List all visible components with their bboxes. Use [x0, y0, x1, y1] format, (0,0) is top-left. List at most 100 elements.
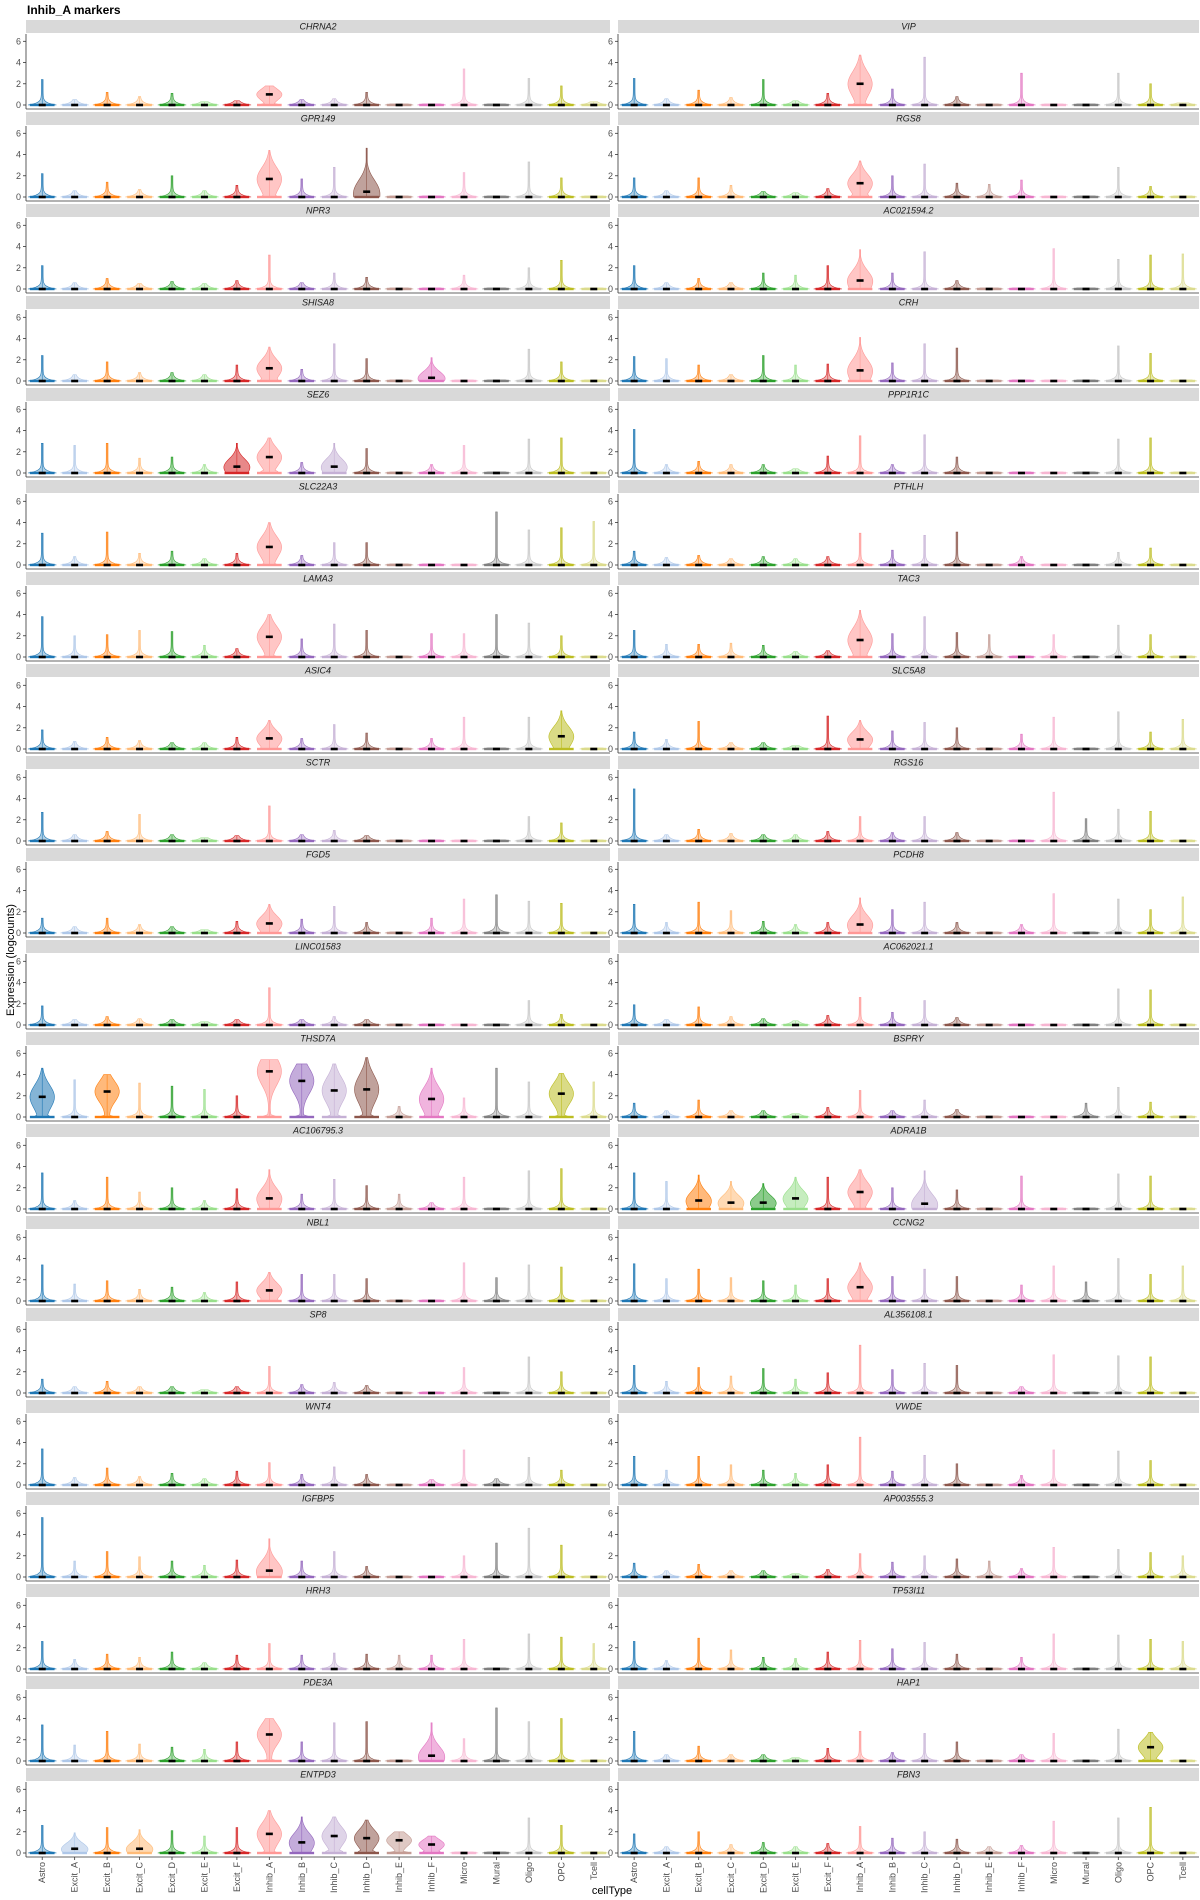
- violin-excit_f: [813, 556, 843, 567]
- violin-excit_b: [92, 361, 122, 383]
- violin-inhib_b: [287, 638, 317, 659]
- facet-strip: [618, 940, 1199, 953]
- median-marker: [630, 1575, 638, 1579]
- median-marker: [363, 190, 371, 193]
- y-tick-label: 0: [608, 1572, 613, 1582]
- median-marker: [1179, 1391, 1187, 1395]
- median-marker: [953, 103, 961, 107]
- violin-excit_d: [748, 921, 778, 935]
- y-tick-label: 4: [608, 58, 613, 68]
- facet-strip: [26, 1032, 610, 1045]
- median-marker: [985, 195, 993, 199]
- violin-excit_d: [748, 1842, 778, 1855]
- median-marker: [136, 1759, 144, 1763]
- median-marker: [71, 103, 79, 107]
- median-marker: [695, 379, 703, 383]
- violin-micro: [1039, 1354, 1069, 1395]
- violin-tcell: [1168, 718, 1198, 751]
- median-marker: [363, 563, 371, 567]
- facet-strip: [26, 756, 610, 769]
- median-marker: [985, 1667, 993, 1671]
- median-marker: [428, 563, 436, 567]
- median-marker: [1147, 471, 1155, 475]
- y-tick-label: 6: [608, 128, 613, 138]
- median-marker: [265, 1070, 273, 1073]
- median-marker: [662, 379, 670, 383]
- median-marker: [856, 181, 864, 185]
- violin-oligo: [514, 1170, 544, 1211]
- median-marker: [824, 1391, 832, 1395]
- median-marker: [200, 1391, 208, 1395]
- median-marker: [525, 1299, 533, 1303]
- violin-excit_f: [222, 1654, 252, 1671]
- violin-opc: [1136, 1101, 1165, 1119]
- violin-inhib_f: [417, 738, 446, 751]
- violin-excit_b: [684, 1268, 713, 1303]
- violin-opc: [546, 1544, 576, 1579]
- median-marker: [1082, 931, 1090, 935]
- violin-inhib_d: [352, 448, 381, 475]
- violin-inhib_e: [384, 1299, 414, 1303]
- violin-opc: [1136, 634, 1165, 659]
- violin-opc: [546, 902, 576, 935]
- median-marker: [590, 1023, 598, 1027]
- violin-inhib_f: [417, 563, 446, 567]
- y-tick-label: 2: [608, 1643, 613, 1653]
- median-marker: [888, 931, 896, 935]
- violin-inhib_c: [910, 1454, 939, 1487]
- median-marker: [395, 931, 403, 935]
- violin-excit_b: [684, 89, 713, 107]
- y-tick-label: 2: [16, 1459, 21, 1469]
- violin-inhib_e: [974, 471, 1004, 475]
- median-marker: [727, 1201, 735, 1204]
- violin-inhib_b: [878, 633, 907, 659]
- violin-inhib_c: [910, 722, 939, 751]
- violin-inhib_e: [384, 1575, 414, 1579]
- zero-band: [321, 471, 347, 475]
- median-marker: [395, 1575, 403, 1579]
- violin-inhib_f: [418, 1722, 446, 1763]
- median-marker: [759, 1483, 767, 1487]
- violin-mural: [1071, 195, 1101, 199]
- y-tick-label: 0: [608, 1112, 613, 1122]
- violin-astro: [27, 1172, 57, 1211]
- median-marker: [363, 747, 371, 751]
- violin-excit_d: [748, 556, 778, 567]
- violin-oligo: [514, 1527, 544, 1579]
- median-marker: [590, 931, 598, 935]
- median-marker: [233, 1207, 241, 1211]
- median-marker: [590, 1115, 598, 1119]
- facet-strip-label: VWDE: [895, 1402, 923, 1412]
- violin-mural: [482, 1391, 511, 1395]
- median-marker: [985, 1391, 993, 1395]
- median-marker: [168, 1759, 176, 1763]
- facet-strip: [26, 1676, 610, 1689]
- facet-strip: [618, 296, 1199, 309]
- median-marker: [953, 1391, 961, 1395]
- violin-tcell: [579, 1081, 609, 1119]
- violin-astro: [27, 1378, 57, 1395]
- violin-tcell: [579, 655, 609, 659]
- median-marker: [1114, 1391, 1122, 1395]
- violin-excit_c: [716, 185, 746, 199]
- facet-strip-label: GPR149: [301, 114, 336, 124]
- violin-inhib_e: [384, 1759, 414, 1763]
- violin-excit_d: [748, 1280, 778, 1303]
- median-marker: [888, 1115, 896, 1119]
- median-marker: [460, 563, 468, 567]
- violin-excit_d: [157, 93, 187, 107]
- median-marker: [103, 747, 111, 751]
- median-marker: [265, 1832, 273, 1836]
- violin-mural: [1071, 103, 1101, 107]
- median-marker: [168, 1575, 176, 1579]
- median-marker: [298, 1575, 306, 1579]
- facet-strip: [26, 1124, 610, 1137]
- x-tick-label: Excit_C: [135, 1862, 145, 1894]
- x-tick-label: Inhib_A: [264, 1862, 274, 1893]
- median-marker: [1017, 1575, 1025, 1579]
- median-marker: [695, 1299, 703, 1303]
- y-tick-label: 2: [608, 1551, 613, 1561]
- violin-opc: [1136, 1460, 1165, 1487]
